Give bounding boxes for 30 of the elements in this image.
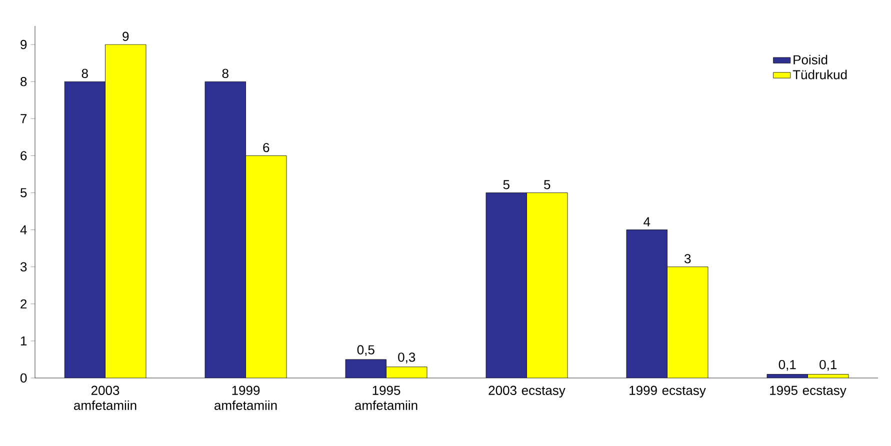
legend-label: Poisid [794,54,828,64]
y-tick-label: 3 [20,262,27,272]
y-tick-label: 1 [20,336,27,346]
x-tick-label: 1995 amfetamiin [355,386,418,410]
y-tick-label: 4 [20,225,27,234]
legend-label: Tüdrukud [792,70,847,80]
data-label: 3 [684,254,691,264]
data-label: 8 [82,68,88,78]
data-label: 5 [544,180,550,190]
x-tick-label: 2003 ecstasy [488,386,566,398]
data-label: 5 [503,180,510,190]
data-label: 0,1 [820,360,837,371]
data-label: 0,3 [398,352,416,364]
y-tick-label: 6 [20,151,27,160]
y-tick-label: 5 [20,188,27,198]
x-tick-label: 2003 amfetamiin [74,386,136,410]
data-label: 6 [263,142,270,152]
y-tick-label: 8 [20,76,27,86]
x-tick-label: 1999 amfetamiin [214,386,277,410]
x-tick-label: 1995 ecstasy [770,386,846,398]
x-tick-label: 1999 ecstasy [630,386,706,398]
data-label: 4 [644,217,650,226]
data-label: 9 [122,32,129,41]
y-tick-label: 7 [20,114,27,124]
data-label: 0,5 [357,345,374,356]
data-label: 0,1 [778,360,796,371]
y-tick-label: 2 [20,299,27,308]
y-tick-label: 9 [20,40,27,50]
y-tick-label: 0 [20,373,27,383]
data-label: 8 [222,68,228,78]
